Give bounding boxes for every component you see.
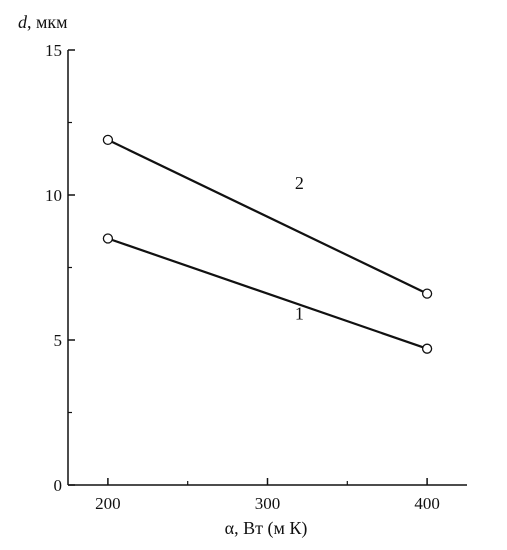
series-line (107, 138, 428, 295)
series-line (107, 237, 428, 350)
data-point (421, 343, 433, 354)
series-group: 12 (102, 134, 433, 354)
data-point (102, 134, 114, 146)
y-tick-label: 5 (54, 331, 63, 350)
y-tick-label: 0 (54, 476, 63, 495)
y-axis-variable: d (18, 12, 28, 32)
y-tick-label: 10 (45, 186, 62, 205)
series-label: 1 (295, 304, 304, 324)
x-tick-label: 300 (255, 494, 281, 513)
data-point (102, 233, 114, 244)
series-label: 2 (295, 173, 304, 193)
data-point (421, 288, 433, 299)
y-axis-unit: , мкм (27, 12, 68, 32)
x-axis-label: α, Вт (м К) (225, 518, 308, 539)
ticks: 200 300 400 0 5 10 15 (45, 41, 440, 513)
y-axis-label: d, мкм (18, 12, 68, 32)
series-1: 1 (102, 233, 433, 354)
x-tick-label: 200 (95, 494, 121, 513)
x-tick-label: 400 (414, 494, 440, 513)
series-2: 2 (102, 134, 433, 299)
axes (67, 50, 467, 486)
y-tick-label: 15 (45, 41, 62, 60)
